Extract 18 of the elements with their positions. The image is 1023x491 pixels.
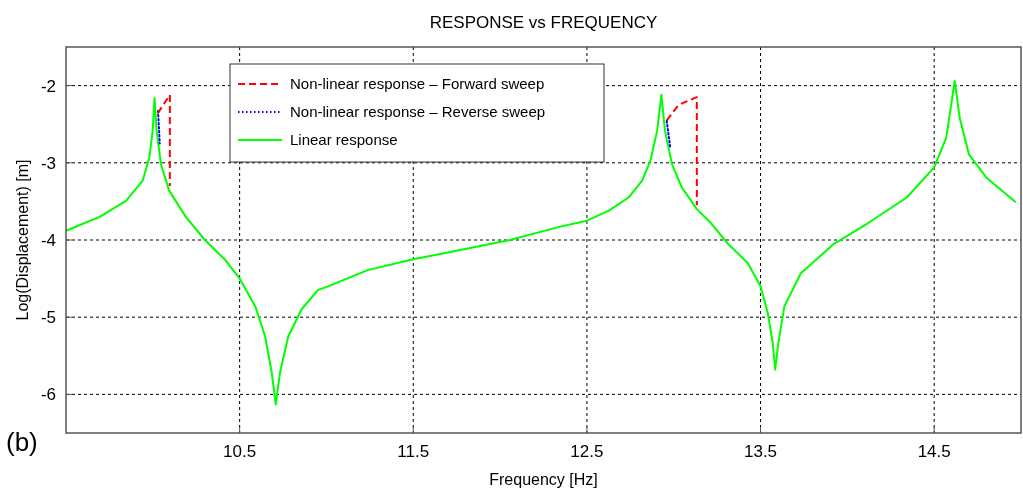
y-tick-label: -4: [40, 231, 56, 250]
x-tick-label: 11.5: [397, 442, 430, 461]
y-axis-title: Log(Displacement) [m]: [14, 159, 31, 321]
x-tick-label: 14.5: [917, 442, 951, 461]
x-tick-label: 10.5: [223, 442, 257, 461]
y-tick-label: -5: [40, 308, 56, 328]
text: (b): [6, 427, 38, 457]
legend-label: Linear response: [290, 131, 398, 148]
y-tick-label: -2: [40, 76, 56, 96]
x-tick-label: 12.5: [570, 442, 604, 461]
legend-label: Non-linear response – Forward sweep: [290, 75, 545, 92]
y-tick-label: -3: [40, 153, 56, 173]
legend-label: Non-linear response – Reverse sweep: [290, 103, 546, 120]
x-tick-label: 13.5: [744, 442, 778, 461]
line-series: [65, 79, 1017, 406]
y-tick-label: -6: [40, 385, 56, 405]
x-axis-title: Frequency [Hz]: [489, 471, 598, 488]
chart-title: RESPONSE vs FREQUENCY: [429, 13, 658, 32]
